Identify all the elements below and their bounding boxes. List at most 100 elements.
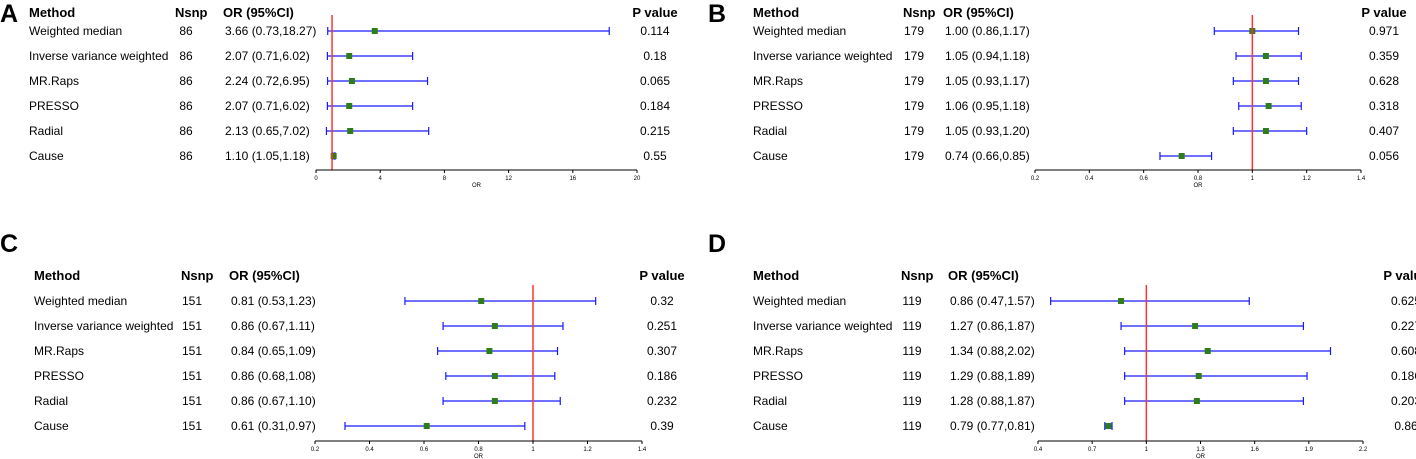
row-method: Inverse variance weighted [34,319,173,333]
header-nsnp: Nsnp [901,268,934,283]
header-method: Method [29,5,75,20]
x-tick-label: 1 [531,447,535,453]
row-or-ci: 0.74 (0.66,0.85) [945,149,1030,163]
x-tick-label: 12 [505,176,512,182]
row-or-ci: 0.86 (0.67,1.10) [231,394,316,408]
or-point [1262,78,1269,84]
row-pvalue: 0.86 [1394,419,1416,433]
row-nsnp: 119 [902,369,921,383]
row-nsnp: 119 [902,319,921,333]
row-pvalue: 0.608 [1391,344,1416,358]
row-pvalue: 0.232 [647,394,677,408]
row-pvalue: 0.359 [1369,49,1399,63]
header-pvalue: P value [632,5,677,20]
row-method: Weighted median [753,24,846,38]
or-point [486,348,493,354]
x-tick-label: 0.4 [1085,176,1094,182]
or-point [1118,298,1125,304]
x-tick-label: 0.8 [1194,176,1203,182]
or-point [1195,373,1202,379]
x-tick-label: 2.2 [1359,447,1368,453]
row-or-ci: 1.34 (0.88,2.02) [950,344,1035,358]
row-nsnp: 86 [179,24,193,38]
forest-panel-d: D Method Nsnp OR (95%CI) P value Weighted me… [708,230,1416,459]
row-or-ci: 1.05 (0.94,1.18) [945,49,1030,63]
row-nsnp: 179 [904,99,924,113]
x-tick-label: 1.4 [638,447,647,453]
row-pvalue: 0.307 [647,344,677,358]
or-point [330,153,337,159]
row-or-ci: 1.06 (0.95,1.18) [945,99,1030,113]
row-pvalue: 0.407 [1369,124,1399,138]
row-or-ci: 0.86 (0.47,1.57) [950,294,1035,308]
row-nsnp: 151 [182,394,202,408]
row-or-ci: 2.07 (0.71,6.02) [225,99,310,113]
row-method: PRESSO [753,369,803,383]
row-nsnp: 179 [904,49,924,63]
x-tick-label: 1 [1251,176,1255,182]
row-nsnp: 119 [902,419,921,433]
row-or-ci: 1.29 (0.88,1.89) [950,369,1035,383]
or-point [491,398,498,404]
row-nsnp: 86 [179,124,193,138]
row-nsnp: 179 [904,124,924,138]
row-method: Cause [753,419,788,433]
row-method: Cause [753,149,788,163]
row-method: Inverse variance weighted [753,49,892,63]
forest-plot-c: Method Nsnp OR (95%CI) P value Weighted medi… [34,268,685,459]
row-method: PRESSO [29,99,79,113]
or-point [491,373,498,379]
header-nsnp: Nsnp [181,268,214,283]
row-method: Radial [753,124,787,138]
row-nsnp: 86 [179,74,193,88]
row-method: Radial [34,394,68,408]
row-pvalue: 0.32 [650,294,674,308]
row-or-ci: 1.00 (0.86,1.17) [945,24,1030,38]
row-nsnp: 151 [182,369,202,383]
row-method: MR.Raps [34,344,84,358]
row-method: Weighted median [34,294,127,308]
row-pvalue: 0.39 [650,419,674,433]
row-nsnp: 86 [179,49,193,63]
header-pvalue: P value [1361,5,1406,20]
row-or-ci: 0.84 (0.65,1.09) [231,344,316,358]
x-tick-label: 0.6 [420,447,429,453]
or-point [346,53,353,59]
x-axis-label: OR [474,454,484,459]
x-axis-label: OR [1196,454,1206,459]
row-nsnp: 151 [182,419,202,433]
row-or-ci: 0.81 (0.53,1.23) [231,294,316,308]
panel-letter: A [0,0,19,28]
or-point [346,103,353,109]
row-or-ci: 2.24 (0.72,6.95) [225,74,310,88]
x-tick-label: 1.6 [1250,447,1259,453]
forest-plot-d: Method Nsnp OR (95%CI) P value Weighted medi… [753,268,1416,459]
or-point [347,128,354,134]
row-method: Radial [29,124,63,138]
x-tick-label: 0 [314,176,318,182]
forest-plot-a: Method Nsnp OR (95%CI) P value Weighted medi… [29,5,678,189]
x-tick-label: 4 [379,176,383,182]
row-pvalue: 0.628 [1369,74,1399,88]
row-nsnp: 151 [182,344,202,358]
x-tick-label: 1.3 [1196,447,1205,453]
row-pvalue: 0.203 [1391,394,1416,408]
row-or-ci: 0.86 (0.68,1.08) [231,369,316,383]
header-or: OR (95%CI) [223,5,294,20]
or-point [1105,423,1112,429]
row-method: MR.Raps [753,74,803,88]
header-pvalue: P value [639,268,684,283]
header-or: OR (95%CI) [229,268,300,283]
row-pvalue: 0.065 [640,74,670,88]
row-or-ci: 1.05 (0.93,1.17) [945,74,1030,88]
row-pvalue: 0.971 [1369,24,1399,38]
header-or: OR (95%CI) [948,268,1019,283]
row-nsnp: 119 [902,344,921,358]
or-point [1193,398,1200,404]
row-pvalue: 0.318 [1369,99,1399,113]
or-point [491,323,498,329]
or-point [1262,53,1269,59]
row-pvalue: 0.186 [1391,369,1416,383]
row-method: Weighted median [29,24,122,38]
row-pvalue: 0.18 [643,49,667,63]
